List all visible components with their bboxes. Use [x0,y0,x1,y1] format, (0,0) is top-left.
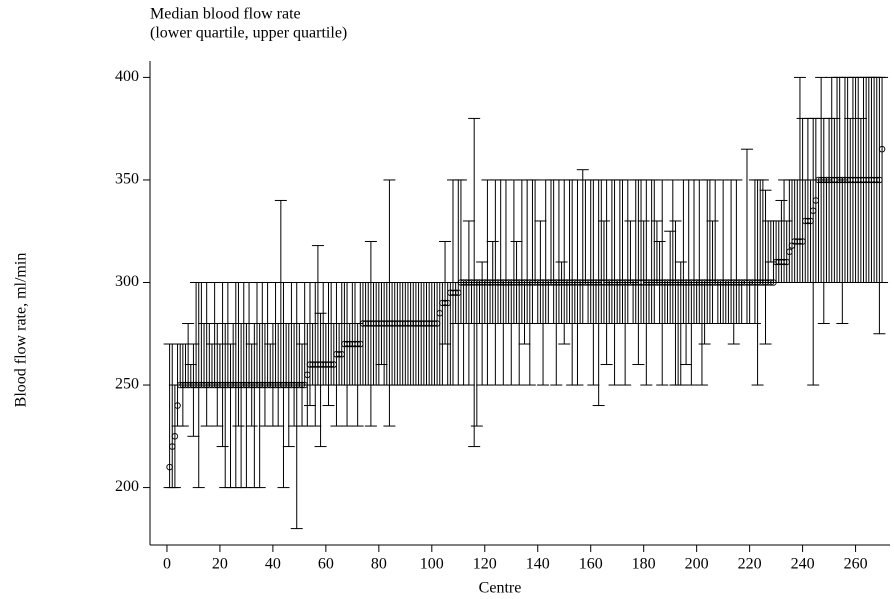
y-tick-label: 350 [115,171,139,188]
x-tick-label: 60 [318,556,334,573]
x-tick-label: 240 [791,556,815,573]
median-marker [174,402,181,409]
y-tick-label: 300 [115,273,139,290]
x-tick-label: 20 [212,556,228,573]
y-axis-label: Blood flow rate, ml/min [13,253,30,408]
y-tick-label: 400 [115,68,139,85]
x-tick-label: 160 [579,556,603,573]
x-tick-label: 220 [738,556,762,573]
chart-title: Median blood flow rate [150,6,301,23]
y-tick-label: 200 [115,478,139,495]
chart-subtitle: (lower quartile, upper quartile) [150,25,347,42]
x-axis-label: Centre [479,580,522,597]
x-tick-label: 0 [163,556,171,573]
x-tick-label: 260 [844,556,868,573]
y-tick-label: 250 [115,376,139,393]
median-marker [878,145,886,153]
x-tick-label: 140 [526,556,550,573]
median-marker [171,433,179,440]
x-tick-label: 120 [473,556,497,573]
x-tick-label: 180 [632,556,656,573]
x-tick-label: 100 [420,556,444,573]
x-tick-label: 80 [371,556,387,573]
x-tick-label: 40 [265,556,281,573]
x-tick-label: 200 [685,556,709,573]
